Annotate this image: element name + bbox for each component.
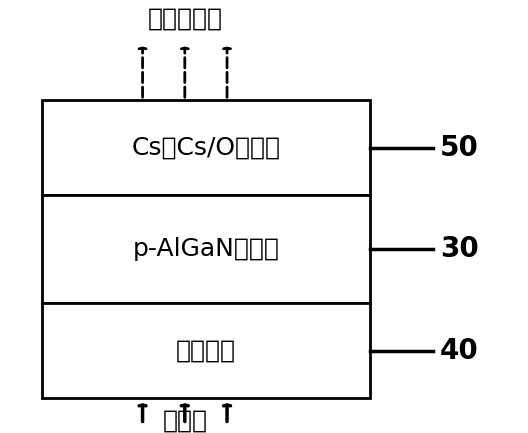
Text: 50: 50 — [440, 134, 479, 162]
Text: Cs、Cs/O激活层: Cs、Cs/O激活层 — [131, 136, 280, 160]
Text: 光电子发射: 光电子发射 — [147, 7, 222, 31]
FancyBboxPatch shape — [42, 303, 370, 398]
Text: p-AlGaN发射层: p-AlGaN发射层 — [133, 237, 279, 261]
Text: 30: 30 — [440, 235, 479, 263]
Text: 石英窗口: 石英窗口 — [176, 339, 236, 363]
Text: 光入射: 光入射 — [162, 409, 208, 433]
FancyBboxPatch shape — [42, 195, 370, 303]
FancyBboxPatch shape — [42, 100, 370, 195]
Text: 40: 40 — [440, 337, 479, 365]
